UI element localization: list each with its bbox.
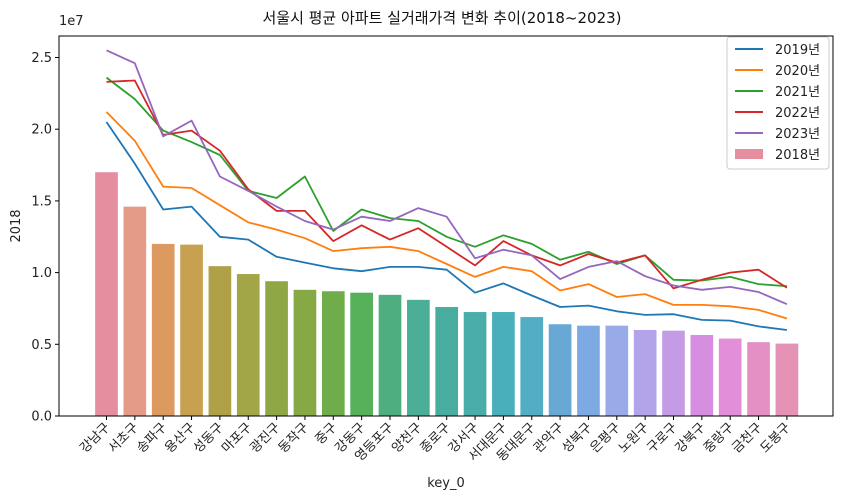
bar-성북구	[577, 325, 600, 416]
x-tick-label: 종로구	[418, 420, 454, 456]
legend-label-2021년: 2021년	[775, 85, 820, 100]
legend-label-2023년: 2023년	[775, 127, 820, 142]
bar-광진구	[265, 281, 288, 416]
y-tick-label: 1.0	[31, 266, 52, 281]
x-tick-label: 관악구	[531, 420, 567, 456]
x-tick-label: 서초구	[106, 420, 142, 456]
y-tick-label: 2.5	[31, 51, 52, 66]
x-tick-label: 도봉구	[758, 420, 794, 456]
legend-label-2022년: 2022년	[775, 106, 820, 121]
bar-노원구	[633, 329, 657, 416]
bar-동대문구	[520, 317, 544, 416]
x-tick-label: 성북구	[559, 420, 595, 456]
bar-도봉구	[775, 343, 799, 416]
x-tick-label: 양천구	[389, 420, 425, 456]
bar-은평구	[605, 325, 629, 416]
legend: 2019년 2020년 2021년 2022년 2023년 2018년	[726, 36, 830, 170]
line-series-group	[105, 49, 788, 331]
x-tick-label: 송파구	[134, 420, 170, 456]
y-tick-label: 0.0	[31, 410, 52, 425]
x-tick-label: 마포구	[219, 420, 255, 456]
x-tick-label: 은평구	[588, 420, 624, 456]
bar-구로구	[662, 330, 685, 416]
y-axis-title: 2018	[9, 209, 24, 242]
bar-성동구	[208, 266, 232, 416]
bar-중구	[321, 291, 345, 416]
bar-관악구	[548, 324, 572, 416]
y-tick-label: 0.5	[31, 338, 52, 353]
line-series-2023년	[106, 49, 788, 306]
bar-마포구	[236, 274, 260, 416]
x-axis-title: key_0	[427, 476, 465, 491]
legend-swatch-2018년	[735, 149, 763, 159]
x-tick-label: 노원구	[616, 420, 652, 456]
bar-동작구	[293, 289, 317, 416]
legend-label-2018년: 2018년	[775, 148, 820, 163]
x-tick-label: 금천구	[729, 420, 765, 456]
plot-frame	[58, 35, 834, 417]
y-multiplier-label: 1e7	[59, 14, 84, 29]
legend-label-2020년: 2020년	[775, 64, 820, 79]
bar-종로구	[435, 307, 459, 416]
bar-송파구	[151, 243, 175, 416]
line-series-2020년	[105, 111, 788, 320]
bar-중랑구	[718, 338, 742, 416]
bar-서대문구	[492, 312, 515, 416]
line-series-2019년	[105, 121, 788, 331]
x-tick-label: 용산구	[162, 420, 198, 456]
x-tick-label: 광진구	[247, 420, 283, 456]
x-tick-label: 동작구	[276, 420, 312, 456]
bar-영등포구	[378, 294, 402, 416]
y-axis: 0.0 0.5 1.0 1.5 2.0 2.5	[31, 51, 59, 425]
y-tick-label: 1.5	[31, 194, 52, 209]
legend-label-2019년: 2019년	[775, 43, 820, 58]
bar-강동구	[350, 292, 373, 416]
x-tick-label: 강남구	[77, 420, 113, 456]
x-tick-label: 성동구	[191, 420, 227, 456]
chart-title: 서울시 평균 아파트 실거래가격 변화 추이(2018~2023)	[262, 9, 621, 27]
bar-용산구	[180, 244, 203, 416]
bar-금천구	[747, 342, 770, 416]
bar-강북구	[690, 334, 714, 416]
x-tick-label: 중랑구	[701, 420, 737, 456]
bar-series-group	[95, 172, 799, 416]
line-series-2022년	[106, 79, 788, 290]
y-tick-label: 2.0	[31, 123, 52, 138]
bar-서초구	[123, 206, 147, 416]
bar-강남구	[95, 172, 118, 416]
bar-강서구	[463, 312, 487, 416]
line-series-2021년	[105, 76, 787, 288]
bar-양천구	[407, 299, 430, 416]
x-tick-label: 구로구	[644, 420, 680, 456]
x-tick-label: 강북구	[673, 420, 709, 456]
